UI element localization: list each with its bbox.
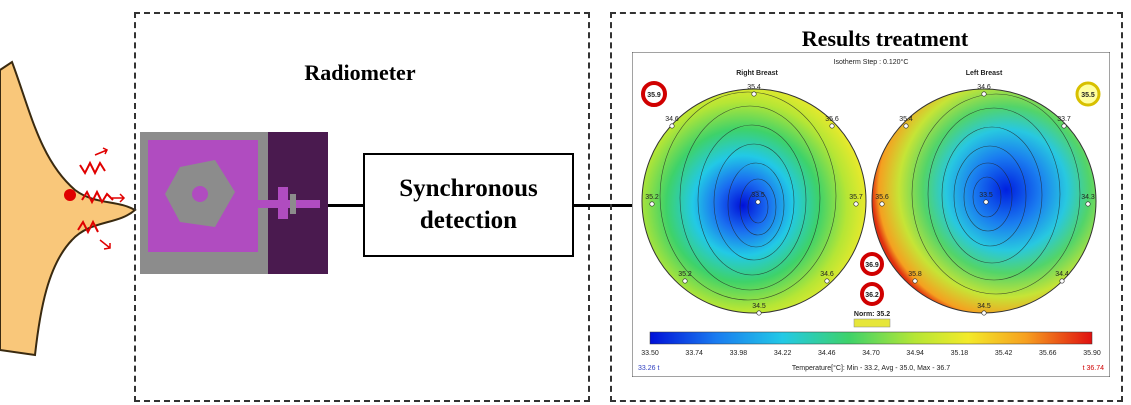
right-point-label: 34.5 <box>752 303 766 310</box>
radiometer-device <box>140 132 328 274</box>
radiometer-block <box>134 12 590 402</box>
left-point-label: 34.4 <box>1055 271 1069 278</box>
colorbar-tick-label: 35.90 <box>1083 350 1101 357</box>
left-point-label: 33.7 <box>1057 116 1071 123</box>
svg-text:36.9: 36.9 <box>865 262 879 269</box>
footer-left: 33.26 t <box>638 365 659 372</box>
right-point-marker <box>829 123 835 129</box>
colorbar-tick-label: 35.18 <box>951 350 969 357</box>
emission-wave-2 <box>81 189 114 205</box>
left-point-marker <box>983 199 989 205</box>
thermal-map-panel: Isotherm Step : 0.120°C Right Breast Lef… <box>632 52 1110 377</box>
left-breast-points: 34.6 35.4 33.7 35.6 33.5 34.3 35.8 34.4 34.5 <box>875 84 1095 316</box>
synchronous-detection-box: Synchronous detection <box>363 153 574 257</box>
left-point-label: 35.6 <box>875 194 889 201</box>
colorbar-tick-label: 33.98 <box>730 350 748 357</box>
emission-wave-1 <box>79 160 106 176</box>
arrow-1 <box>94 147 109 156</box>
svg-text:35.9: 35.9 <box>647 92 661 99</box>
footer-center: Temperature[°C]: Min - 33.2, Avg - 35.0,… <box>792 364 950 372</box>
right-point-marker <box>649 201 655 207</box>
wire-radiometer-detection <box>328 204 363 207</box>
colorbar-tick-label: 34.94 <box>906 350 924 357</box>
right-point-marker <box>755 199 761 205</box>
svg-text:36.2: 36.2 <box>865 292 879 299</box>
left-point-marker <box>903 123 909 129</box>
detection-line1: Synchronous <box>399 175 538 202</box>
colorbar-tick-label: 34.70 <box>862 350 880 357</box>
colorbar-tick-label: 35.42 <box>995 350 1013 357</box>
wire-detection-results <box>574 204 632 207</box>
left-point-marker <box>879 201 885 207</box>
colorbar-tick-label: 34.22 <box>774 350 792 357</box>
right-point-label: 35.4 <box>747 84 761 91</box>
tumor-dot <box>64 189 76 201</box>
svg-text:35.5: 35.5 <box>1081 92 1095 99</box>
isotherm-label: Isotherm Step : 0.120°C <box>834 58 909 66</box>
norm-label: Norm: 35.2 <box>854 311 890 318</box>
left-point-marker <box>981 91 987 97</box>
colorbar-tick-label: 33.50 <box>641 350 659 357</box>
breast-shape <box>0 60 137 357</box>
colorbar <box>649 331 1093 345</box>
arrow-3 <box>99 239 111 250</box>
right-point-label: 34.6 <box>665 116 679 123</box>
results-block <box>610 12 1123 402</box>
radiometer-title: Radiometer <box>304 60 416 85</box>
right-point-marker <box>824 278 830 284</box>
right-point-marker <box>756 310 762 316</box>
left-point-label: 35.4 <box>899 116 913 123</box>
right-point-label: 35.7 <box>849 194 863 201</box>
left-point-marker <box>1059 278 1065 284</box>
right-point-label: 35.2 <box>645 194 659 201</box>
left-point-label: 35.8 <box>908 271 922 278</box>
detection-line2: detection <box>419 207 518 234</box>
right-point-marker <box>853 201 859 207</box>
norm-swatch <box>853 318 891 328</box>
colorbar-tick-label: 34.46 <box>818 350 836 357</box>
right-point-label: 35.2 <box>678 271 692 278</box>
badge-mid-1: 36.9 <box>860 252 884 276</box>
colorbar-tick-labels: 33.50 33.74 33.98 34.22 34.46 34.70 34.94 35.18… <box>641 350 1101 357</box>
colorbar-tick-label: 33.74 <box>685 350 703 357</box>
emission-wave-3 <box>77 219 99 235</box>
right-point-label: 34.6 <box>820 271 834 278</box>
left-point-label: 34.5 <box>977 303 991 310</box>
right-breast-points: 35.4 34.6 35.6 35.2 33.5 35.7 35.2 34.6 34.5 <box>645 84 863 316</box>
badge-right: 35.5 <box>1075 81 1101 107</box>
right-breast-map <box>641 88 867 314</box>
left-breast-label: Left Breast <box>966 70 1003 77</box>
right-point-marker <box>682 278 688 284</box>
left-point-label: 34.3 <box>1081 194 1095 201</box>
left-point-marker <box>912 278 918 284</box>
colorbar-tick-label: 35.66 <box>1039 350 1057 357</box>
right-point-marker <box>669 123 675 129</box>
right-point-marker <box>751 91 757 97</box>
footer-right: t 36.74 <box>1083 365 1105 372</box>
left-point-marker <box>1085 201 1091 207</box>
right-point-label: 33.5 <box>751 192 765 199</box>
results-title: Results treatment <box>801 26 969 51</box>
right-breast-label: Right Breast <box>736 70 778 77</box>
left-point-marker <box>981 310 987 316</box>
left-point-label: 34.6 <box>977 84 991 91</box>
badge-mid-2: 36.2 <box>860 282 884 306</box>
arrow-2 <box>112 193 126 203</box>
breast-illustration <box>0 60 137 357</box>
left-point-label: 33.5 <box>979 192 993 199</box>
right-point-label: 35.6 <box>825 116 839 123</box>
badge-left: 35.9 <box>641 81 667 107</box>
left-point-marker <box>1061 123 1067 129</box>
